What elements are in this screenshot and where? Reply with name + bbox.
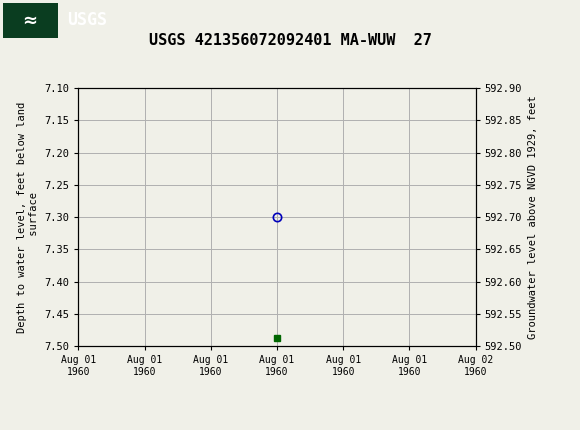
Text: ≈: ≈ bbox=[23, 12, 38, 29]
Text: USGS 421356072092401 MA-WUW  27: USGS 421356072092401 MA-WUW 27 bbox=[148, 34, 432, 48]
Y-axis label: Groundwater level above NGVD 1929, feet: Groundwater level above NGVD 1929, feet bbox=[528, 95, 538, 339]
FancyBboxPatch shape bbox=[3, 3, 58, 37]
Y-axis label: Depth to water level, feet below land
 surface: Depth to water level, feet below land su… bbox=[17, 101, 39, 333]
Legend: Period of approved data: Period of approved data bbox=[174, 426, 380, 430]
Text: USGS: USGS bbox=[67, 12, 107, 29]
